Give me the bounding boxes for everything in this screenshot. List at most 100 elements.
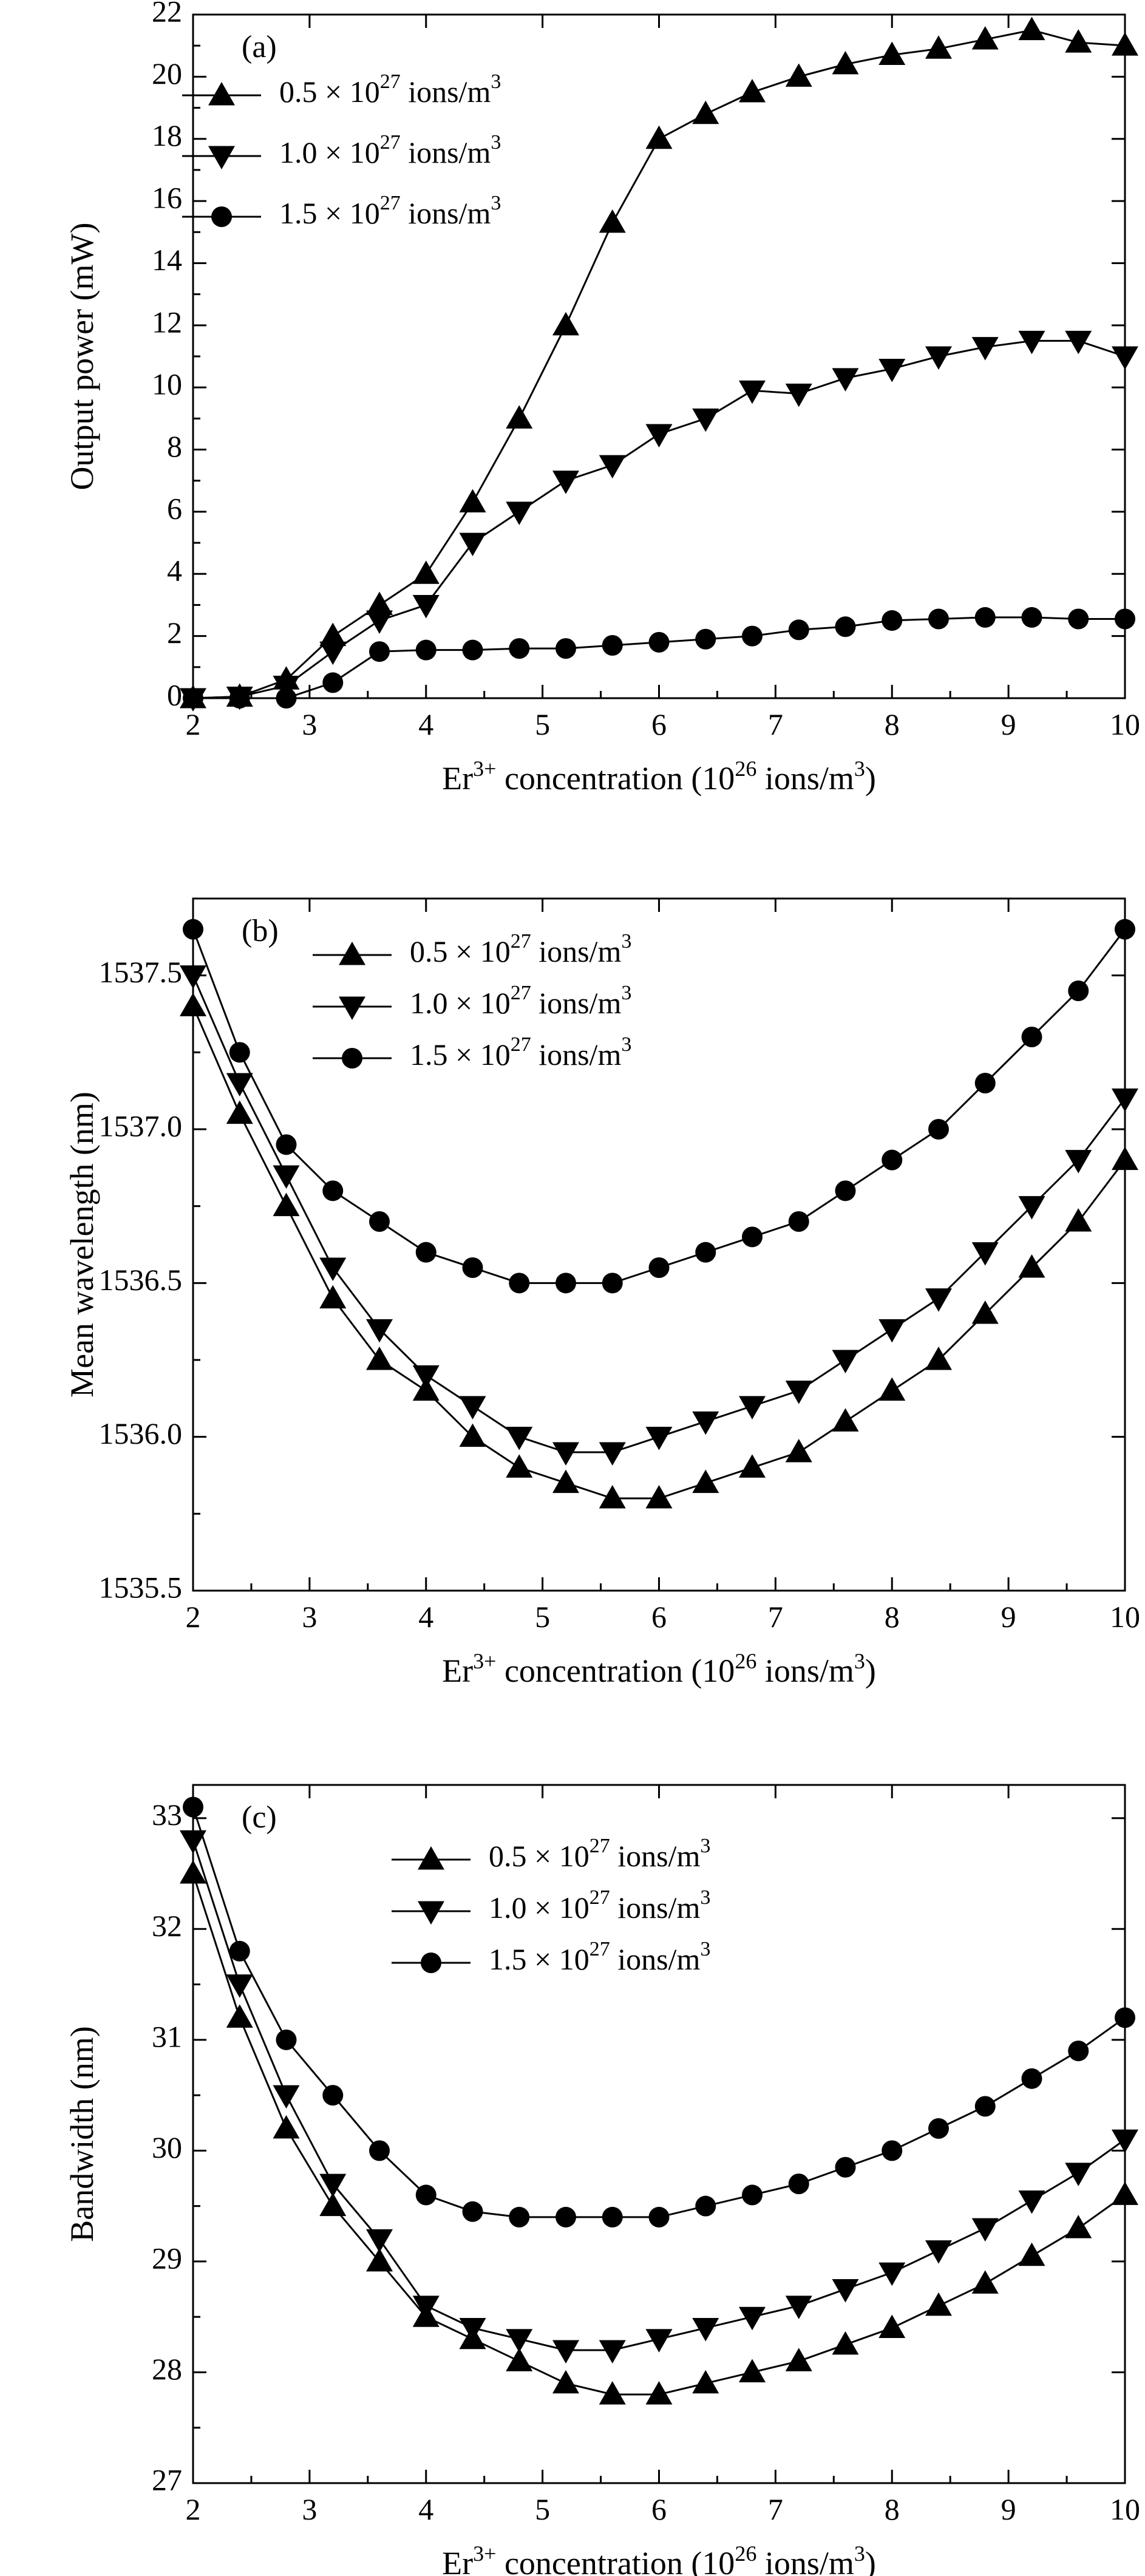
series-line bbox=[192, 975, 1126, 1453]
data-point bbox=[1112, 2129, 1138, 2153]
data-point bbox=[599, 2381, 626, 2405]
y-tick-label: 22 bbox=[152, 0, 182, 28]
x-tick-label: 6 bbox=[651, 1600, 667, 1634]
legend-marker bbox=[339, 942, 365, 965]
data-point bbox=[229, 688, 250, 709]
y-tick-label: 12 bbox=[152, 305, 182, 339]
x-axis-label: Er3+ concentration (1026 ions/m3) bbox=[442, 1649, 876, 1689]
data-point bbox=[509, 1273, 530, 1294]
data-point bbox=[412, 2296, 440, 2319]
data-point bbox=[1112, 32, 1138, 56]
y-tick-label: 16 bbox=[152, 181, 182, 215]
plot-frame bbox=[192, 1784, 1126, 2484]
data-point bbox=[319, 622, 347, 647]
data-point bbox=[229, 1042, 250, 1063]
data-point bbox=[832, 50, 859, 75]
data-point bbox=[462, 1257, 483, 1278]
data-point bbox=[273, 1165, 300, 1189]
data-point bbox=[552, 2370, 579, 2394]
panel-label: (c) bbox=[242, 1800, 277, 1835]
data-point bbox=[366, 1347, 393, 1370]
legend-marker bbox=[339, 996, 365, 1020]
data-point bbox=[1068, 980, 1089, 1001]
x-tick-label: 7 bbox=[768, 2492, 783, 2526]
data-point bbox=[322, 1180, 344, 1201]
x-tick-label: 7 bbox=[768, 1600, 783, 1634]
data-point bbox=[785, 2348, 812, 2371]
data-point bbox=[180, 1830, 206, 1854]
data-point bbox=[645, 1485, 673, 1509]
series bbox=[180, 330, 1138, 712]
data-point bbox=[785, 63, 812, 87]
y-tick-label: 8 bbox=[167, 429, 182, 463]
data-point bbox=[1065, 1208, 1092, 1232]
data-point bbox=[1018, 1196, 1045, 1220]
data-point bbox=[552, 1469, 579, 1494]
data-point bbox=[785, 2296, 812, 2319]
data-point bbox=[695, 1242, 716, 1263]
data-point bbox=[459, 1423, 486, 1447]
data-point bbox=[412, 1377, 440, 1401]
y-tick-label: 20 bbox=[152, 56, 182, 90]
series bbox=[183, 607, 1135, 709]
data-point bbox=[599, 209, 626, 233]
data-point bbox=[645, 125, 673, 149]
x-tick-label: 2 bbox=[186, 707, 201, 741]
data-point bbox=[739, 2306, 766, 2331]
data-point bbox=[506, 2329, 533, 2353]
data-point bbox=[692, 100, 719, 124]
data-point bbox=[273, 2115, 300, 2139]
chart-panel: 2 3 4 5 6 7 8 9 10 1535.5 1536.0 1536.5 1537.0 1537.5… bbox=[64, 897, 1140, 1689]
data-point bbox=[322, 672, 344, 693]
data-point bbox=[1068, 2041, 1089, 2062]
data-point bbox=[462, 2201, 483, 2222]
legend-label: 1.0 × 1027​ ions/m3​ bbox=[279, 131, 501, 170]
y-tick-label: 32 bbox=[152, 1909, 182, 1943]
data-point bbox=[928, 2118, 949, 2139]
data-point bbox=[226, 2004, 253, 2028]
data-point bbox=[1018, 2190, 1045, 2214]
x-axis-label: Er3+ concentration (1026 ions/m3) bbox=[442, 756, 876, 797]
data-point bbox=[226, 1100, 253, 1124]
data-point bbox=[459, 489, 486, 513]
x-tick-label: 3 bbox=[302, 2492, 317, 2526]
data-point bbox=[645, 2329, 673, 2353]
data-point bbox=[366, 1319, 393, 1343]
data-point bbox=[878, 2314, 906, 2338]
data-point bbox=[835, 616, 856, 637]
data-point bbox=[971, 2270, 999, 2294]
data-point bbox=[925, 2292, 952, 2316]
data-point bbox=[832, 2279, 859, 2303]
data-point bbox=[1115, 2007, 1135, 2028]
x-tick-label: 10 bbox=[1110, 707, 1140, 741]
data-point bbox=[739, 2359, 766, 2382]
series-line bbox=[192, 928, 1126, 1284]
legend-label: 1.5 × 1027​ ions/m3​ bbox=[279, 192, 501, 231]
data-point bbox=[648, 631, 670, 653]
data-point bbox=[645, 1427, 673, 1450]
x-tick-label: 8 bbox=[885, 2492, 900, 2526]
x-tick-label: 8 bbox=[885, 707, 900, 741]
data-point bbox=[788, 1211, 809, 1232]
data-point bbox=[1018, 330, 1045, 355]
legend-marker bbox=[418, 1846, 444, 1870]
data-point bbox=[882, 2140, 903, 2161]
data-point bbox=[692, 1469, 719, 1494]
data-point bbox=[974, 2096, 996, 2117]
series bbox=[180, 965, 1138, 1466]
data-point bbox=[412, 594, 440, 619]
data-point bbox=[459, 1396, 486, 1419]
data-point bbox=[1065, 1150, 1092, 1174]
data-point bbox=[785, 383, 812, 407]
data-point bbox=[1065, 29, 1092, 53]
y-axis-label: Bandwidth (nm) bbox=[64, 2026, 100, 2241]
x-tick-label: 3 bbox=[302, 707, 317, 741]
y-tick-label: 1536.0 bbox=[99, 1416, 183, 1450]
y-tick-label: 27 bbox=[152, 2462, 182, 2496]
data-point bbox=[648, 1257, 670, 1278]
data-point bbox=[692, 408, 719, 432]
data-point bbox=[695, 2195, 716, 2217]
data-point bbox=[322, 2085, 344, 2106]
x-tick-label: 6 bbox=[651, 707, 667, 741]
legend-label: 1.0 × 1027​ ions/m3​ bbox=[489, 1886, 710, 1925]
